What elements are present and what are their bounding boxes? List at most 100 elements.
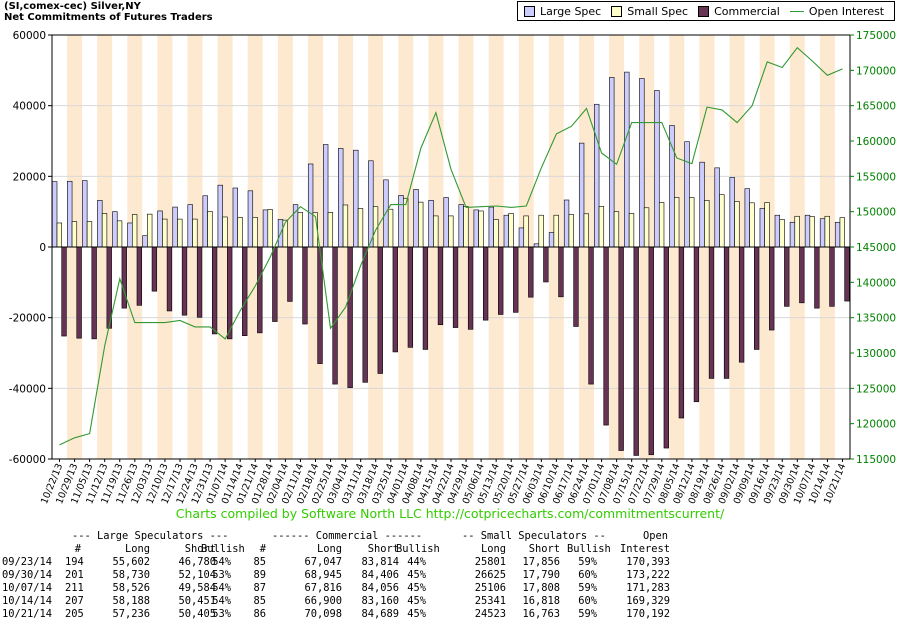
bar-commercial	[528, 246, 534, 298]
bar-large-spec	[112, 211, 118, 248]
right-axis-tick-label: 150000	[856, 207, 896, 219]
bar-commercial	[136, 246, 142, 306]
bar-small-spec	[282, 219, 288, 248]
group-header-small-spec: -- Small Speculators --	[462, 530, 606, 542]
bar-large-spec	[473, 209, 479, 248]
bar-commercial	[498, 246, 504, 315]
table-cell: 173,222	[626, 569, 670, 581]
left-axis-tick-label: 0	[39, 242, 46, 254]
bar-small-spec	[704, 200, 710, 248]
bar-large-spec	[127, 222, 133, 248]
table-cell: 45%	[407, 582, 426, 594]
legend-label: Large Spec	[540, 4, 602, 18]
bar-large-spec	[594, 103, 600, 248]
bar-large-spec	[518, 227, 525, 248]
bar-commercial	[814, 246, 820, 309]
table-cell: 17,856	[522, 556, 560, 568]
bar-small-spec	[147, 213, 153, 248]
bar-large-spec	[52, 181, 58, 248]
bar-commercial	[257, 246, 263, 334]
bar-large-spec	[232, 187, 238, 248]
table-cell: 25106	[474, 582, 506, 594]
bar-large-spec	[67, 180, 73, 248]
table-cell: 54%	[212, 595, 231, 607]
bar-commercial	[287, 246, 293, 302]
table-cell: 84,689	[361, 608, 399, 620]
bar-commercial	[272, 246, 278, 322]
table-row: 09/23/14 194 55,602 46,780 54% 85 67,047 83,814…	[2, 556, 900, 569]
bar-large-spec	[97, 200, 103, 248]
right-axis-tick-label: 155000	[856, 171, 896, 183]
bar-commercial	[588, 246, 594, 385]
bar-large-spec	[503, 214, 510, 248]
right-axis-tick-label: 160000	[856, 136, 896, 148]
bar-small-spec	[327, 212, 334, 248]
bar-commercial	[573, 246, 579, 327]
table-cell: 67,047	[304, 556, 342, 568]
bar-small-spec	[418, 201, 424, 248]
bar-large-spec	[714, 167, 720, 248]
bar-large-spec	[458, 204, 464, 248]
bar-small-spec	[613, 211, 620, 248]
left-axis-tick-label: 40000	[13, 101, 46, 113]
table-cell: 45%	[407, 595, 426, 607]
bar-commercial	[121, 246, 127, 309]
column-header: Short	[184, 543, 216, 555]
table-cell: 171,283	[626, 582, 670, 594]
right-axis-tick-label: 120000	[856, 419, 896, 431]
bar-small-spec	[297, 212, 303, 248]
table-cell: 66,900	[304, 595, 342, 607]
bar-commercial	[663, 246, 669, 449]
bar-large-spec	[699, 161, 705, 248]
table-cell: 17,808	[522, 582, 560, 594]
bar-small-spec	[433, 215, 439, 248]
bar-commercial	[196, 246, 203, 318]
legend-swatch-open-interest	[789, 10, 804, 12]
bar-small-spec	[267, 209, 273, 248]
table-cell: 59%	[578, 556, 597, 568]
legend-label: Small Spec	[627, 4, 689, 18]
bar-commercial	[347, 246, 353, 388]
left-axis-tick-label: -60000	[9, 454, 46, 466]
table-cell: 83,160	[361, 595, 399, 607]
bar-commercial	[211, 246, 218, 335]
bar-large-spec	[398, 195, 404, 248]
row-date: 10/14/14	[2, 595, 53, 607]
bar-large-spec	[323, 144, 329, 248]
bar-large-spec	[142, 235, 148, 248]
table-cell: 201	[65, 569, 84, 581]
table-cell: 59%	[578, 582, 597, 594]
bar-commercial	[332, 246, 338, 385]
bar-commercial	[799, 246, 805, 304]
bar-large-spec	[744, 188, 750, 248]
table-cell: 205	[65, 608, 84, 620]
bar-large-spec	[789, 221, 796, 248]
bar-large-spec	[563, 199, 570, 248]
bar-small-spec	[568, 214, 574, 248]
bar-small-spec	[56, 222, 63, 248]
bar-commercial	[633, 246, 639, 456]
bar-small-spec	[689, 197, 695, 248]
bar-small-spec	[674, 197, 680, 248]
bar-commercial	[648, 246, 654, 456]
column-header: #	[74, 543, 81, 555]
bar-large-spec	[759, 208, 765, 248]
bar-small-spec	[207, 211, 213, 248]
bar-commercial	[151, 246, 158, 292]
bar-large-spec	[834, 221, 841, 248]
table-cell: 50,451	[178, 595, 216, 607]
bar-small-spec	[553, 214, 559, 248]
bar-small-spec	[222, 216, 228, 248]
legend-label: Commercial	[714, 4, 780, 18]
right-axis-tick-label: 140000	[856, 277, 896, 289]
table-cell: 87	[253, 582, 266, 594]
bar-commercial	[242, 246, 248, 336]
bar-commercial	[723, 246, 730, 379]
table-row: 09/30/14 201 58,730 52,104 53% 89 68,945 84,406…	[2, 569, 900, 582]
bar-commercial	[227, 246, 233, 340]
row-date: 10/07/14	[2, 582, 53, 594]
bar-large-spec	[413, 189, 419, 248]
bar-large-spec	[338, 148, 344, 248]
table-cell: 53%	[212, 569, 231, 581]
bar-small-spec	[508, 213, 514, 248]
